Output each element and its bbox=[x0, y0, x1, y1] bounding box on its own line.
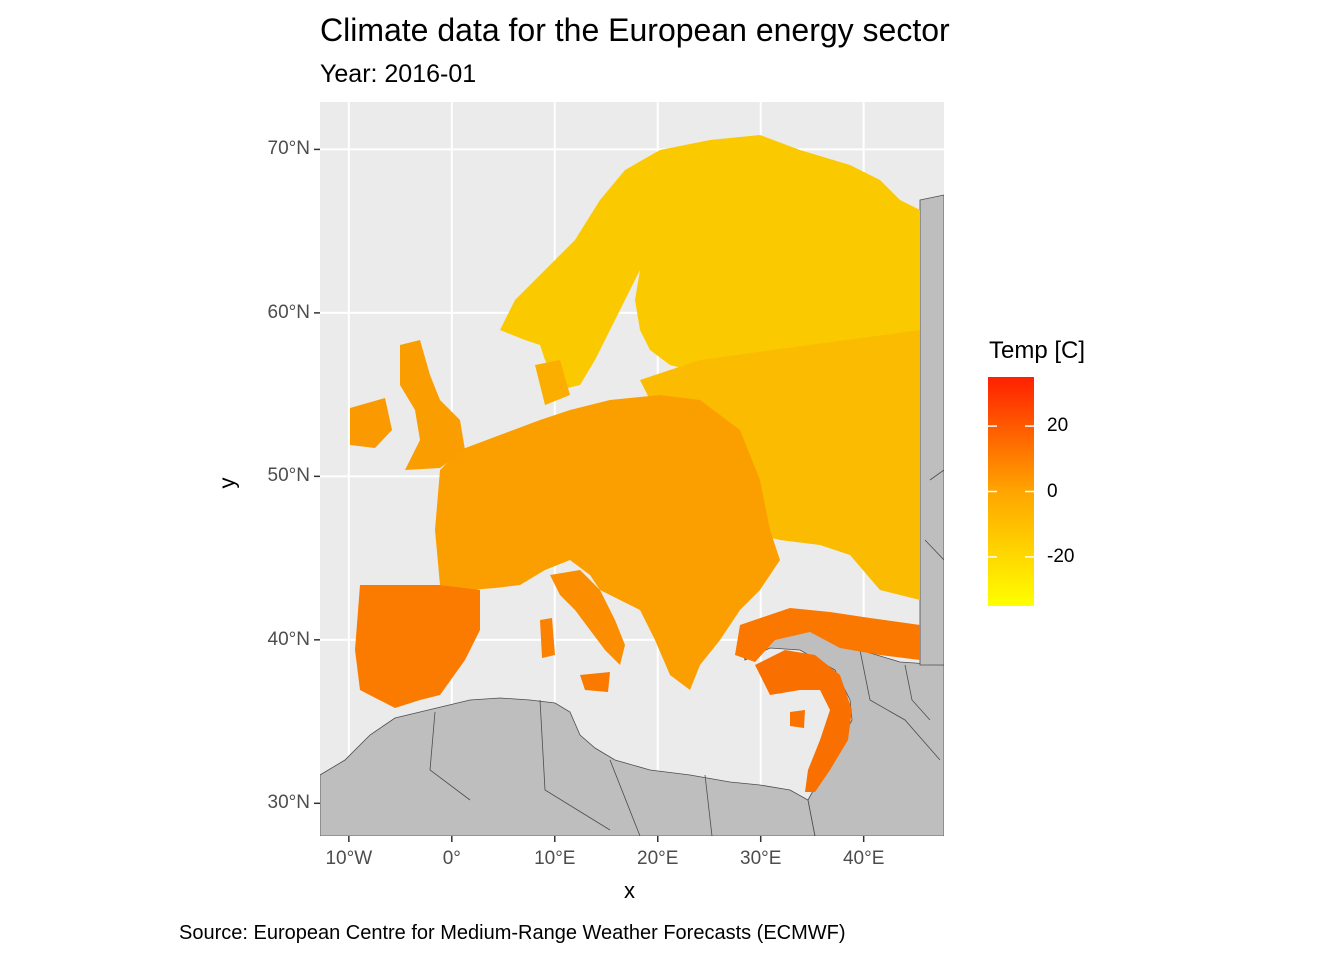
x-tick-label: 30°E bbox=[740, 848, 782, 869]
turkey bbox=[735, 608, 920, 662]
central-europe bbox=[435, 395, 780, 690]
cyprus bbox=[790, 710, 805, 728]
legend-tick-label: 0 bbox=[1047, 480, 1058, 502]
chart-title: Climate data for the European energy sec… bbox=[320, 12, 950, 48]
x-tick-label: 10°W bbox=[325, 848, 373, 869]
denmark bbox=[535, 360, 570, 405]
x-tick-label: 20°E bbox=[637, 848, 679, 869]
iberia bbox=[355, 585, 480, 708]
great-britain bbox=[400, 340, 465, 470]
x-axis-ticks bbox=[348, 836, 865, 842]
x-axis-label: x bbox=[624, 878, 635, 903]
x-tick-label: 0° bbox=[442, 848, 461, 869]
y-tick-label: 70°N bbox=[267, 138, 310, 160]
ireland bbox=[350, 398, 392, 448]
y-tick-label: 30°N bbox=[267, 792, 310, 814]
x-tick-label: 40°E bbox=[842, 848, 885, 869]
y-tick-label: 50°N bbox=[267, 465, 310, 487]
y-tick-label: 60°N bbox=[267, 301, 310, 323]
italy bbox=[550, 570, 625, 665]
source-caption: Source: European Centre for Medium-Range… bbox=[179, 922, 846, 944]
x-tick-label: 10°E bbox=[534, 848, 576, 869]
sardinia bbox=[540, 618, 555, 658]
chart-subtitle: Year: 2016-01 bbox=[320, 60, 477, 88]
russia-east-land bbox=[919, 194, 944, 666]
legend-ticks bbox=[988, 425, 1034, 558]
legend-tick-label: -20 bbox=[1047, 545, 1075, 567]
legend-title: Temp [C] bbox=[989, 337, 1086, 364]
map-layer bbox=[320, 135, 944, 836]
scandinavia-finland bbox=[500, 135, 920, 390]
russia-west bbox=[640, 330, 920, 600]
levant bbox=[755, 650, 852, 792]
y-axis-ticks bbox=[314, 148, 320, 805]
legend-tick-label: 20 bbox=[1047, 415, 1069, 437]
north-africa-land bbox=[320, 697, 816, 836]
y-tick-label: 40°N bbox=[267, 628, 310, 650]
country-borders-south bbox=[429, 469, 944, 836]
sicily bbox=[580, 672, 610, 692]
y-axis-label: y bbox=[214, 477, 240, 489]
